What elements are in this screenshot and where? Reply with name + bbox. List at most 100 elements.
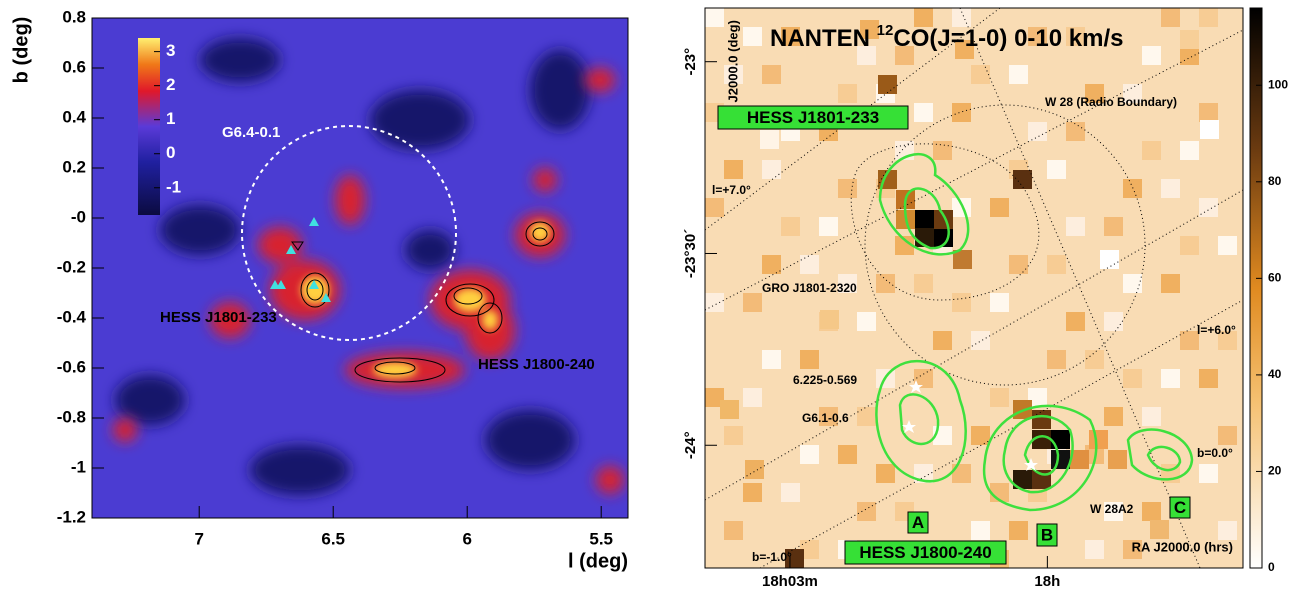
map-cell (838, 179, 857, 198)
map-cell (1051, 450, 1070, 469)
x-tick-label: 5.5 (589, 529, 613, 548)
map-cell (933, 141, 952, 160)
x-tick-label: 7 (194, 529, 203, 548)
map-cell (1070, 450, 1089, 469)
y-tick-label: -23°30´ (682, 229, 699, 278)
map-cell (1104, 407, 1123, 426)
map-cell (952, 8, 971, 27)
map-cell (952, 293, 971, 312)
map-cell (745, 460, 764, 479)
annotation: GRO J1801-2320 (762, 281, 857, 295)
map-cell (1104, 502, 1123, 521)
map-cell (1142, 407, 1161, 426)
map-cell (705, 198, 724, 217)
map-cell (915, 210, 934, 229)
map-cell (1199, 103, 1218, 122)
map-cell (743, 27, 762, 46)
colorbar-tick-label: -1 (166, 177, 181, 196)
map-cell (1028, 388, 1047, 407)
plot-frame (704, 7, 1244, 569)
annotation: b=-1.0° (752, 550, 792, 564)
map-cell (838, 445, 857, 464)
map-cell (952, 198, 971, 217)
x-tick-label: 6 (462, 529, 471, 548)
map-cell (724, 160, 743, 179)
map-cell (1085, 350, 1104, 369)
map-cell (860, 20, 879, 39)
map-cell (1199, 369, 1218, 388)
annotation: W 28 (Radio Boundary) (1045, 95, 1177, 109)
map-cell (1161, 369, 1180, 388)
map-cell (1066, 27, 1085, 46)
map-cell (781, 217, 800, 236)
map-cell (800, 350, 819, 369)
map-cell (953, 250, 972, 269)
map-cell (1009, 521, 1028, 540)
x-tick-label: 18h03m (762, 573, 818, 590)
colorbar-tick-label: 40 (1268, 367, 1282, 381)
map-cell (820, 310, 839, 329)
map-cell (781, 483, 800, 502)
annotation: HESS J1800-240 (478, 356, 595, 373)
map-cell (1123, 274, 1142, 293)
map-cell (800, 255, 819, 274)
map-cell (876, 274, 895, 293)
map-cell (838, 274, 857, 293)
y-tick-label: -1 (71, 457, 86, 476)
map-cell (1218, 426, 1237, 445)
map-cell (895, 236, 914, 255)
map-cell (971, 521, 990, 540)
map-cell (1085, 84, 1104, 103)
y-axis-label: b (deg) (10, 17, 32, 84)
map-cell (1161, 8, 1180, 27)
map-cell (955, 40, 974, 59)
map-cell (1142, 141, 1161, 160)
map-cell (914, 274, 933, 293)
map-background (705, 8, 1243, 568)
annotation: 6.225-0.569 (793, 373, 857, 387)
map-cell (895, 46, 914, 65)
y-tick-label: -0.8 (57, 407, 86, 426)
source-label: HESS J1800-240 (859, 543, 991, 562)
map-cell (971, 65, 990, 84)
source-label-box (844, 540, 1007, 565)
map-cell (971, 331, 990, 350)
source-label: A (912, 513, 924, 532)
map-cell (705, 388, 724, 407)
map-cell (1123, 369, 1142, 388)
map-cell (1199, 464, 1218, 483)
map-cell (800, 540, 819, 559)
y-tick-label: -0.4 (57, 307, 87, 326)
map-cell (971, 426, 990, 445)
map-cell (1047, 160, 1066, 179)
map-cell (1123, 540, 1142, 559)
annotation: l=+6.0° (1197, 323, 1236, 337)
map-background (92, 18, 628, 518)
map-cell (743, 388, 762, 407)
map-cell (1180, 236, 1199, 255)
map-cell (762, 160, 781, 179)
map-cell (819, 217, 838, 236)
map-cell (1066, 217, 1085, 236)
source-label-box (1169, 496, 1191, 519)
map-cell (724, 65, 743, 84)
source-label-box (1036, 523, 1058, 547)
map-cell (1028, 27, 1047, 46)
annotation: l=+7.0° (712, 183, 751, 197)
map-cell (857, 312, 876, 331)
y-tick-label: 0.8 (62, 7, 86, 26)
map-cell (1123, 179, 1142, 198)
map-cell (1161, 179, 1180, 198)
map-cell (838, 84, 857, 103)
annotation: b=0.0° (1197, 446, 1233, 460)
map-cell (933, 331, 952, 350)
map-cell (1104, 217, 1123, 236)
map-cell (760, 130, 779, 149)
map-cell (990, 388, 1009, 407)
x-axis-label: l (deg) (568, 550, 628, 572)
x-tick-label: 18h (1034, 573, 1060, 590)
colorbar-tick-label: 2 (166, 75, 175, 94)
annotation: G6.4-0.1 (222, 124, 280, 141)
y-tick-label: 0.6 (62, 57, 86, 76)
